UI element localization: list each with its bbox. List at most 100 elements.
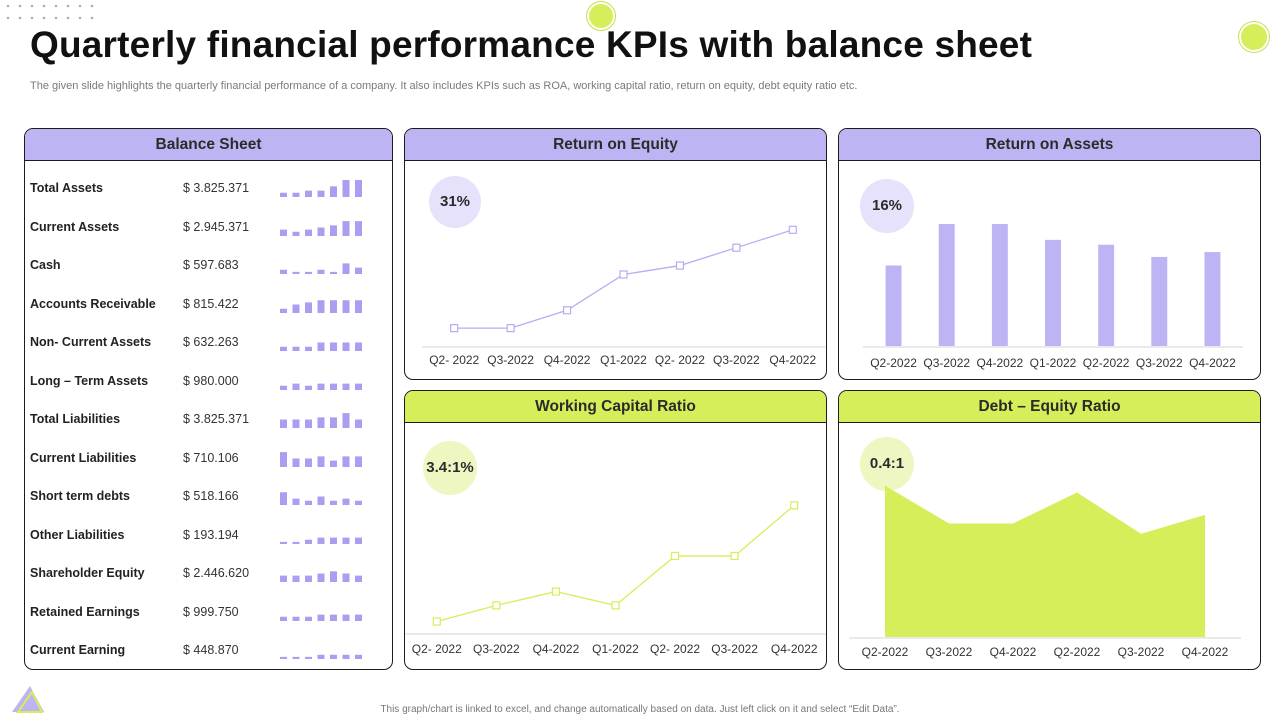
- sparkbar: [280, 419, 287, 428]
- sparkbar-chart: [280, 342, 362, 351]
- data-point-marker: [788, 225, 797, 234]
- area-fill: [885, 485, 1205, 637]
- sparkbar: [317, 190, 325, 197]
- sparkbar-chart: [280, 180, 362, 197]
- sparkbar: [342, 614, 350, 621]
- sparkbar: [280, 656, 287, 659]
- balance-sheet-row-value: $ 710.106: [183, 450, 239, 465]
- sparkbar-chart: [280, 413, 362, 428]
- sparkbar: [330, 537, 337, 544]
- balance-sheet-row-label: Cash: [30, 258, 61, 272]
- sparkbar: [355, 455, 362, 467]
- sparkbar: [342, 413, 350, 428]
- sparkbar: [342, 498, 350, 505]
- data-point-marker: [492, 601, 501, 610]
- bar: [991, 224, 1008, 346]
- balance-sheet-row-label: Short term debts: [30, 489, 131, 503]
- balance-sheet-row: Total Assets $ 3.825.371: [25, 179, 392, 199]
- sparkbar: [342, 220, 350, 236]
- x-tick-label: Q1-2022: [592, 642, 639, 656]
- x-tick-label: Q2-2022: [862, 645, 909, 659]
- data-point-marker: [675, 261, 685, 270]
- x-tick-label: Q4-2022: [771, 642, 818, 656]
- wcr-badge: 3.4:1%: [423, 441, 477, 495]
- sparkbar: [292, 192, 300, 197]
- sparkbar: [330, 500, 337, 505]
- sparkbar: [355, 267, 362, 274]
- sparkbar: [342, 573, 350, 582]
- sparkbar: [280, 385, 287, 390]
- balance-sheet-row: Current Assets $ 2.945.371: [25, 218, 392, 238]
- sparkbar: [317, 299, 325, 313]
- sparkbar-chart: [280, 299, 362, 313]
- bar: [1151, 256, 1168, 346]
- sparkbar: [305, 419, 312, 428]
- sparkbar-chart: [280, 571, 362, 582]
- data-point-marker: [611, 601, 620, 610]
- balance-sheet-row-label: Other Liabilities: [30, 527, 125, 542]
- x-tick-label: Q4-2022: [977, 356, 1024, 370]
- sparkbar: [342, 654, 350, 659]
- sparkbar: [330, 571, 337, 582]
- der-header: Debt – Equity Ratio: [839, 391, 1260, 423]
- wcr-header: Working Capital Ratio: [405, 391, 826, 423]
- balance-sheet-row-value: $ 193.194: [183, 527, 239, 542]
- sparkbar: [342, 263, 350, 274]
- roe-panel: Return on Equity 31% Q2- 2022 Q3-2022 Q4-2…: [404, 128, 827, 380]
- x-tick-label: Q3-2022: [923, 356, 970, 370]
- balance-sheet-row-label: Total Assets: [30, 181, 103, 195]
- sparkbar: [355, 614, 362, 621]
- sparkbar: [280, 269, 287, 274]
- sparkbar-chart: [280, 220, 362, 236]
- balance-sheet-header: Balance Sheet: [25, 129, 392, 161]
- sparkbar: [317, 614, 325, 621]
- sparkbar: [305, 575, 312, 582]
- sparkbar-chart: [280, 537, 362, 544]
- roe-badge: 31%: [429, 176, 481, 228]
- balance-sheet-panel: Balance Sheet Total Assets $ 3.825.371 Cur…: [24, 128, 393, 670]
- x-tick-label: Q2-2022: [870, 356, 917, 370]
- balance-sheet-row-label: Long – Term Assets: [30, 373, 149, 388]
- roe-header: Return on Equity: [405, 129, 826, 161]
- bar: [1045, 239, 1061, 346]
- data-point-marker: [732, 243, 741, 252]
- sparkbar-chart: [280, 451, 362, 467]
- dot-grid-decoration: [6, 4, 94, 20]
- der-panel: Debt – Equity Ratio 0.4:1 Q2-2022 Q3-2022…: [838, 390, 1261, 670]
- sparkbar: [292, 419, 300, 428]
- balance-sheet-row: Long – Term Assets $ 980.000: [25, 372, 392, 392]
- balance-sheet-row-value: $ 980.000: [183, 373, 239, 388]
- sparkbar: [305, 271, 312, 274]
- x-tick-label: Q4-2022: [1182, 645, 1229, 659]
- sparkbar: [317, 269, 325, 274]
- sparkbar: [330, 460, 337, 467]
- balance-sheet-row-label: Current Liabilities: [30, 450, 137, 465]
- x-tick-label: Q3-2022: [713, 353, 760, 367]
- data-point-marker: [432, 617, 441, 626]
- x-tick-label: Q3-2022: [487, 353, 534, 367]
- sparkbar: [355, 220, 362, 236]
- sparkbar: [292, 346, 300, 351]
- sparkbar-chart: [280, 614, 362, 621]
- x-tick-label: Q1-2022: [600, 353, 647, 367]
- balance-sheet-row: Total Liabilities $ 3.825.371: [25, 410, 392, 430]
- sparkbar: [317, 496, 325, 505]
- sparkbar: [305, 616, 312, 621]
- balance-sheet-row-value: $ 597.683: [183, 258, 239, 272]
- sparkbar: [317, 537, 325, 544]
- balance-sheet-row-label: Total Liabilities: [30, 412, 121, 426]
- der-area-chart: Q2-2022 Q3-2022 Q4-2022 Q2-2022 Q3-2022 Q4-20…: [849, 485, 1241, 659]
- balance-sheet-row-value: $ 815.422: [183, 296, 239, 311]
- sparkbar: [342, 383, 350, 390]
- x-tick-label: Q2- 2022: [650, 642, 700, 656]
- sparkbar: [317, 417, 325, 428]
- data-point-marker: [670, 551, 680, 561]
- roa-bar-chart: Q2-2022 Q3-2022 Q4-2022 Q1-2022 Q2-2022 Q3-20…: [863, 224, 1243, 370]
- sparkbar: [292, 231, 300, 236]
- sparkbar: [355, 419, 362, 428]
- balance-sheet-row-label: Current Assets: [30, 219, 120, 234]
- balance-sheet-row-label: Non- Current Assets: [30, 335, 152, 349]
- sparkbar: [305, 190, 312, 197]
- sparkbar: [280, 229, 287, 236]
- sparkbar: [305, 385, 312, 390]
